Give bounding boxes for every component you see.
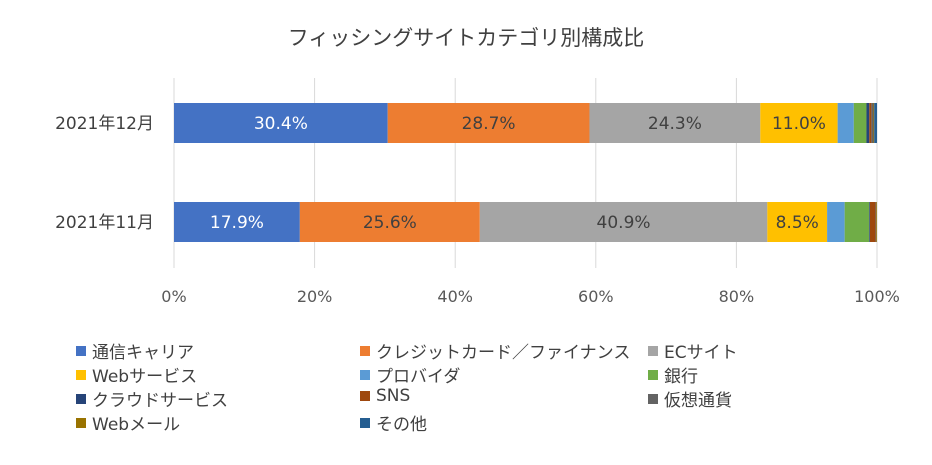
data-label: 24.3% — [648, 114, 702, 134]
bar-segment — [767, 202, 828, 242]
data-label: 28.7% — [462, 114, 516, 134]
data-label: 17.9% — [210, 213, 264, 233]
data-label: 25.6% — [363, 213, 417, 233]
bar-segment — [837, 103, 854, 143]
data-label: 30.4% — [254, 114, 308, 134]
x-tick-label: 0% — [161, 287, 186, 306]
data-label: 40.9% — [597, 213, 651, 233]
bar-segment — [871, 103, 874, 143]
chart-title: フィッシングサイトカテゴリ別構成比 — [287, 26, 645, 50]
bar-segment — [589, 103, 761, 143]
x-tick-label: 80% — [719, 287, 755, 306]
bar-segment — [869, 202, 870, 242]
bar-segment — [875, 202, 877, 242]
data-label: 8.5% — [776, 213, 819, 233]
bar-segment — [174, 202, 300, 242]
x-tick-label: 60% — [578, 287, 614, 306]
bar-segment — [827, 202, 845, 242]
bar-segment — [299, 202, 480, 242]
x-tick-label: 20% — [297, 287, 333, 306]
x-tick-label: 100% — [854, 287, 900, 306]
bar-segment — [866, 103, 870, 143]
bar-segment — [479, 202, 768, 242]
category-label: 2021年11月 — [55, 213, 154, 233]
bar-segment — [853, 103, 867, 143]
bar-segment — [874, 103, 877, 143]
bar-segment — [387, 103, 590, 143]
bar-segment — [174, 103, 388, 143]
bar-segment — [873, 103, 875, 143]
bar-segment — [869, 103, 872, 143]
bar-segment — [869, 202, 876, 242]
category-label: 2021年12月 — [55, 114, 154, 134]
data-label: 11.0% — [772, 114, 826, 134]
bar-segment — [876, 202, 877, 242]
x-tick-label: 40% — [437, 287, 473, 306]
bar-segment — [844, 202, 870, 242]
bar-segment — [760, 103, 838, 143]
